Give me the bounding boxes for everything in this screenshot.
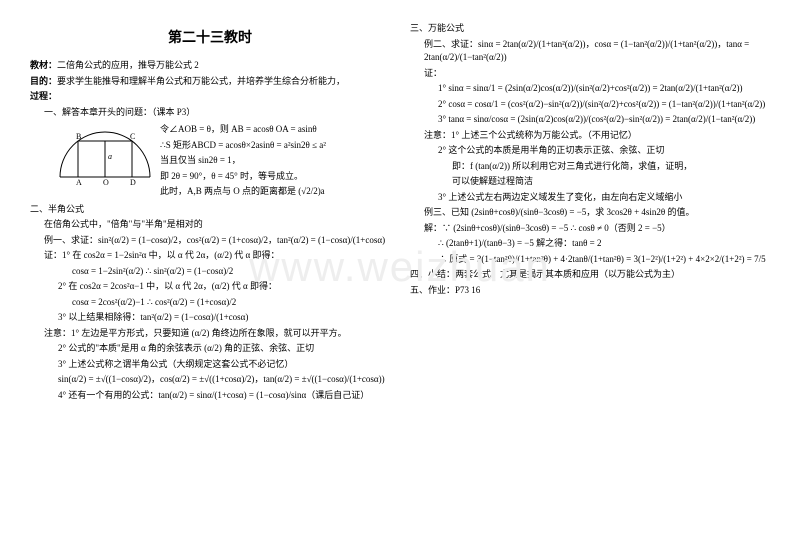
figure-text: 令∠AOB = θ，则 AB = acosθ OA = asinθ ∴S 矩形A… — [160, 121, 390, 201]
p2: 2° 在 cos2α = 2cos²α−1 中，以 α 代 2α，(α/2) 代… — [30, 280, 390, 294]
mudi-row: 目的：要求学生能推导和理解半角公式和万能公式，并培养学生综合分析能力， — [30, 75, 390, 89]
left-column: 第二十三教时 教材：二倍角公式的应用，推导万能公式 2 目的：要求学生能推导和理… — [30, 20, 390, 404]
r2a: 即：f (tan(α/2)) 所以利用它对三角式进行化简，求值，证明， — [410, 160, 770, 174]
label-O: O — [103, 178, 109, 187]
label-D: D — [130, 178, 136, 187]
p1: 证：1° 在 cos2α = 1−2sin²α 中，以 α 代 2α，(α/2)… — [30, 249, 390, 263]
section-5: 五、作业：P73 16 — [410, 284, 770, 298]
label-B: B — [76, 132, 81, 141]
p3: 3° 以上结果相除得：tan²(α/2) = (1−cosα)/(1+cosα) — [30, 311, 390, 325]
proof-label: 证： — [410, 67, 770, 81]
label-a: a — [108, 152, 112, 161]
r3: 3° 上述公式左右两边定义域发生了变化，由左向右定义域缩小 — [410, 191, 770, 205]
l4: 即 2θ = 90°，θ = 45° 时，等号成立。 — [160, 170, 390, 184]
solution-block: 解：∵ (2sinθ+cosθ)/(sinθ−3cosθ) = −5 ∴ cos… — [410, 222, 770, 236]
s1: ∵ (2sinθ+cosθ)/(sinθ−3cosθ) = −5 ∴ cosθ … — [442, 223, 671, 233]
mudi-text: 要求学生能推导和理解半角公式和万能公式，并培养学生综合分析能力， — [57, 76, 345, 86]
ex1: 例一、求证：sin²(α/2) = (1−cosα)/2，cos²(α/2) =… — [30, 234, 390, 248]
note-block-r: 注意：1° 上述三个公式统称为万能公式。（不用记忆） — [410, 129, 770, 143]
guocheng-row: 过程： — [30, 90, 390, 104]
guocheng-label: 过程： — [30, 91, 57, 101]
r2b: 可以使解题过程简洁 — [410, 175, 770, 189]
c2: 2° cosα = cosα/1 = (cos²(α/2)−sin²(α/2))… — [410, 98, 770, 112]
jiaocai-text: 二倍角公式的应用，推导万能公式 2 — [57, 60, 199, 70]
n4: 4° 还有一个有用的公式：tan(α/2) = sinα/(1+cosα) = … — [30, 389, 390, 403]
n3: 3° 上述公式称之谓半角公式（大纲规定这套公式不必记忆） — [30, 358, 390, 372]
r1: 1° 上述三个公式统称为万能公式。（不用记忆） — [451, 130, 637, 140]
note-label-r: 注意： — [424, 130, 451, 140]
ex3: 例三、已知 (2sinθ+cosθ)/(sinθ−3cosθ) = −5，求 3… — [410, 206, 770, 220]
n2: 2° 公式的"本质"是用 α 角的余弦表示 (α/2) 角的正弦、余弦、正切 — [30, 342, 390, 356]
semicircle-figure: A B C D O a — [50, 127, 160, 192]
section-4: 四、小结：两套公式，尤其是揭示其本质和应用（以万能公式为主） — [410, 268, 770, 282]
section-1: 一、解答本章开头的问题：（课本 P3） — [30, 106, 390, 120]
page: 第二十三教时 教材：二倍角公式的应用，推导万能公式 2 目的：要求学生能推导和理… — [30, 20, 770, 404]
s3: ∴ 原式 = 3(1−tan²θ)/(1+tan²θ) + 4·2tanθ/(1… — [410, 253, 770, 267]
p2a: cosα = 2cos²(α/2)−1 ∴ cos²(α/2) = (1+cos… — [30, 296, 390, 310]
jiaocai-row: 教材：二倍角公式的应用，推导万能公式 2 — [30, 59, 390, 73]
right-column: 三、万能公式 例二、求证：sinα = 2tan(α/2)/(1+tan²(α/… — [410, 20, 770, 404]
label-C: C — [130, 132, 135, 141]
lesson-title: 第二十三教时 — [30, 28, 390, 49]
nf: sin(α/2) = ±√((1−cosα)/2)，cos(α/2) = ±√(… — [30, 373, 390, 387]
l3: 当且仅当 sin2θ = 1， — [160, 154, 390, 168]
l6: 在倍角公式中，"倍角"与"半角"是相对的 — [30, 218, 390, 232]
c3: 3° tanα = sinα/cosα = (2sin(α/2)cos(α/2)… — [410, 113, 770, 127]
note-label: 注意： — [44, 328, 71, 338]
figure-svg: A B C D O a — [50, 127, 160, 187]
mudi-label: 目的： — [30, 76, 57, 86]
l2: ∴S 矩形ABCD = acosθ×2asinθ = a²sin2θ ≤ a² — [160, 139, 390, 153]
note-block: 注意：1° 左边是平方形式，只要知道 (α/2) 角终边所在象限，就可以开平方。 — [30, 327, 390, 341]
s2: ∴ (2tanθ+1)/(tanθ−3) = −5 解之得：tanθ = 2 — [410, 237, 770, 251]
solution-label: 解： — [424, 223, 442, 233]
r2: 2° 这个公式的本质是用半角的正切表示正弦、余弦、正切 — [410, 144, 770, 158]
section-3: 三、万能公式 — [410, 22, 770, 36]
label-A: A — [76, 178, 82, 187]
ex2: 例二、求证：sinα = 2tan(α/2)/(1+tan²(α/2))，cos… — [410, 38, 770, 65]
c1: 1° sinα = sinα/1 = (2sin(α/2)cos(α/2))/(… — [410, 82, 770, 96]
jiaocai-label: 教材： — [30, 60, 57, 70]
p1a: cosα = 1−2sin²(α/2) ∴ sin²(α/2) = (1−cos… — [30, 265, 390, 279]
section-2: 二、半角公式 — [30, 203, 390, 217]
n1: 1° 左边是平方形式，只要知道 (α/2) 角终边所在象限，就可以开平方。 — [71, 328, 347, 338]
l1: 令∠AOB = θ，则 AB = acosθ OA = asinθ — [160, 123, 390, 137]
l5: 此时，A,B 两点与 O 点的距离都是 (√2/2)a — [160, 185, 390, 199]
